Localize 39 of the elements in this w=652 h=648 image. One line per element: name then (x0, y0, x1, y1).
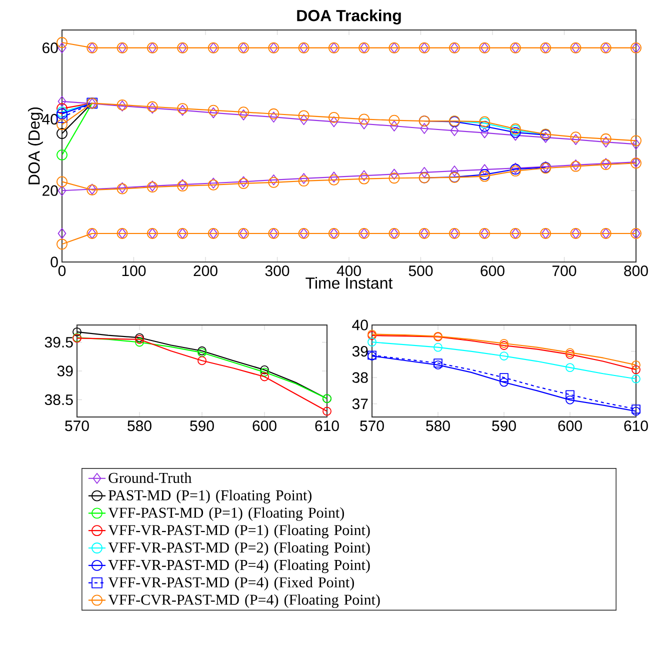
x-tick-label: 570 (360, 420, 384, 432)
chart-title: DOA Tracking (297, 9, 401, 24)
legend-label: VFF-VR-PAST-MD (P=4) (Fixed Point) (108, 576, 354, 590)
x-tick-label: 400 (336, 266, 361, 276)
x-tick-label: 570 (65, 420, 89, 432)
x-tick-label: 580 (128, 420, 152, 432)
x-tick-label: 580 (426, 420, 450, 432)
x-tick-label: 600 (252, 420, 276, 432)
legend-label: VFF-PAST-MD (P=1) (Floating Point) (108, 507, 344, 521)
x-tick-label: 200 (194, 266, 218, 276)
legend-label: VFF-VR-PAST-MD (P=4) (Floating Point) (108, 559, 370, 574)
x-tick-label: 700 (552, 266, 576, 276)
y-tick-label: 37 (352, 398, 368, 410)
x-tick-label: 800 (624, 266, 648, 276)
y-tick-label: 60 (42, 42, 58, 54)
y-tick-label: 40 (352, 320, 368, 330)
x-tick-label: 590 (492, 420, 516, 432)
y-axis-title: DOA (Deg) (28, 107, 43, 184)
legend-label: Ground-Truth (108, 472, 192, 483)
legend-label: PAST-MD (P=1) (Floating Point) (108, 490, 312, 504)
x-tick-label: 610 (315, 420, 339, 432)
legend-label: VFF-VR-PAST-MD (P=1) (Floating Point) (108, 524, 370, 538)
x-axis-title: Time Instant (306, 277, 393, 289)
x-tick-label: 590 (190, 420, 214, 432)
y-tick-label: 39 (352, 346, 368, 357)
y-tick-label: 38 (352, 372, 368, 383)
x-tick-label: 100 (122, 266, 146, 276)
x-tick-label: 500 (408, 266, 433, 276)
legend-label: VFF-VR-PAST-MD (P=2) (Floating Point) (108, 542, 370, 556)
y-tick-label: 39 (57, 366, 73, 376)
y-tick-label: 38.5 (44, 394, 73, 406)
y-tick-label: 20 (42, 185, 58, 196)
x-tick-label: 600 (558, 420, 582, 432)
x-tick-label: 610 (624, 420, 648, 432)
legend-label: VFF-CVR-PAST-MD (P=4) (Floating Point) (108, 594, 380, 608)
y-tick-label: 0 (50, 256, 58, 268)
x-tick-label: 300 (265, 266, 290, 276)
y-tick-label: 39.5 (44, 336, 73, 348)
x-tick-label: 600 (480, 266, 504, 276)
